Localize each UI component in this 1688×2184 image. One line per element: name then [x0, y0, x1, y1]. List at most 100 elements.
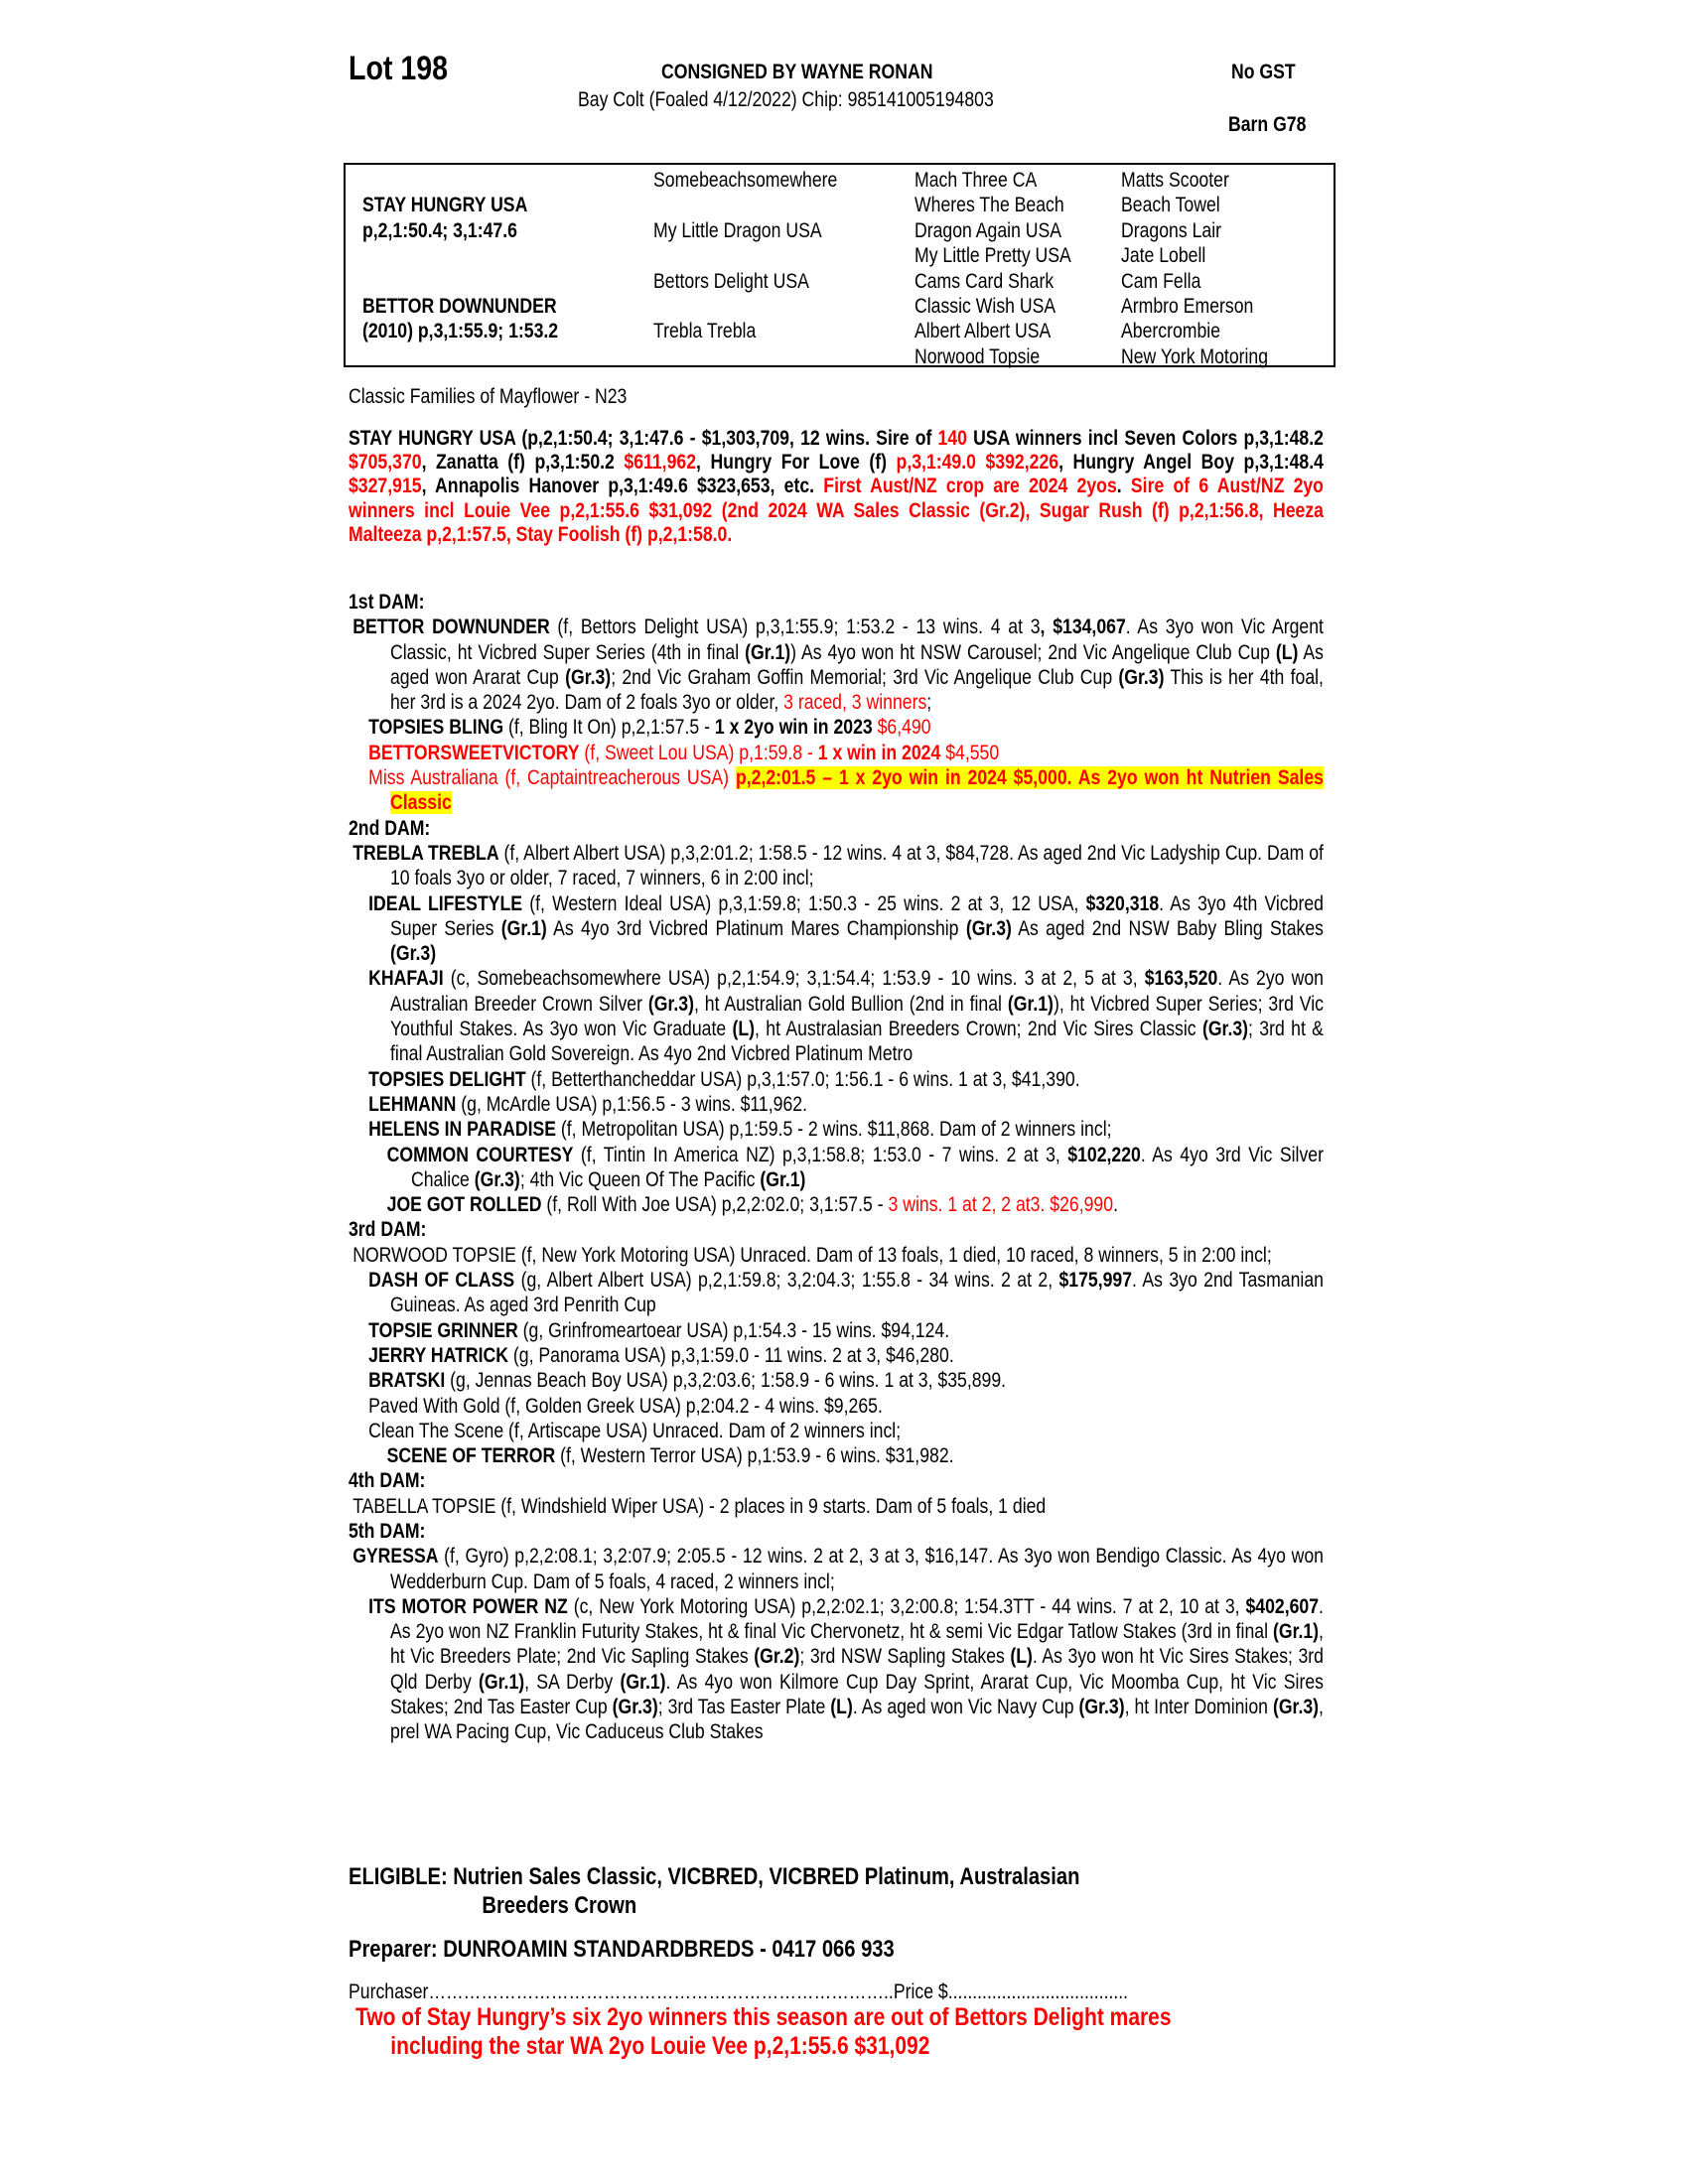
- text-segment: $705,370: [349, 451, 422, 475]
- text-segment: (Gr.3): [1201, 1018, 1249, 1041]
- progeny-entry: JERRY HATRICK (g, Panorama USA) p,3,1:59…: [349, 1343, 1324, 1368]
- text-segment: $320,318: [1085, 891, 1160, 915]
- text-segment: ), ht Vicbred Super Series; 3rd Vic Yout…: [390, 992, 1324, 1041]
- text-segment: (Gr.3): [1078, 1696, 1125, 1719]
- text-segment: . As 4yo 3rd Vic Silver Chalice: [411, 1143, 1324, 1191]
- text-segment: , Hungry Angel Boy p,3,1:48.4: [1058, 451, 1324, 475]
- pedigree-grandparent: Somebeachsomewhere: [653, 169, 838, 192]
- text-segment: (f, Sweet Lou USA) p,1:59.8 -: [579, 741, 818, 764]
- text-segment: (Gr.1): [500, 916, 547, 940]
- text-segment: (L): [830, 1696, 853, 1719]
- text-segment: GYRESSA: [352, 1545, 439, 1569]
- progeny-entry: Clean The Scene (f, Artiscape USA) Unrac…: [349, 1419, 1324, 1443]
- eligibility: ELIGIBLE: Nutrien Sales Classic, VICBRED…: [349, 1862, 1079, 1920]
- pedigree-great-great-grandparent: Armbro Emerson: [1121, 295, 1254, 318]
- text-segment: (f, Western Ideal USA) p,3,1:59.8; 1:50.…: [522, 891, 1086, 915]
- text-segment: , Annapolis Hanover p,3,1:49.6 $323,653,…: [421, 475, 824, 498]
- text-segment: (f, Roll With Joe USA) p,2,2:02.0; 3,1:5…: [541, 1193, 889, 1217]
- text-segment: (g, Panorama USA) p,3,1:59.0 - 11 wins. …: [507, 1343, 954, 1367]
- text-segment: (Gr.1): [620, 1670, 666, 1694]
- text-segment: $175,997: [1058, 1269, 1133, 1293]
- text-segment: (Gr.3): [965, 916, 1012, 940]
- pedigree-grandparent: My Little Dragon USA: [653, 218, 822, 242]
- progeny-entry: IDEAL LIFESTYLE (f, Western Ideal USA) p…: [349, 891, 1324, 967]
- text-segment: This is her 4th foal, her 3rd is a 2024 …: [390, 665, 1324, 715]
- text-segment: (f, Tintin In America NZ) p,3,1:58.8; 1:…: [573, 1143, 1068, 1166]
- pedigree-great-great-grandparent: New York Motoring: [1121, 344, 1269, 368]
- pedigree-great-grandparent: My Little Pretty USA: [914, 244, 1071, 268]
- progeny-entry: Paved With Gold (f, Golden Greek USA) p,…: [349, 1394, 1324, 1419]
- progeny-entry: TABELLA TOPSIE (f, Windshield Wiper USA)…: [349, 1494, 1324, 1519]
- text-segment: As aged 2nd NSW Baby Bling Stakes: [1011, 916, 1324, 940]
- text-segment: (Gr.3): [647, 992, 694, 1016]
- text-segment: , $134,067: [1040, 615, 1126, 639]
- text-segment: (g, Albert Albert USA) p,2,1:59.8; 3,2:0…: [514, 1269, 1059, 1293]
- text-segment: $327,915: [349, 475, 422, 498]
- text-segment: (f, Bling It On) p,2,1:57.5 -: [503, 716, 715, 740]
- text-segment: ; 3rd Tas Easter Plate: [657, 1696, 831, 1719]
- text-segment: ; 2nd Vic Graham Goffin Memorial; 3rd Vi…: [611, 665, 1119, 689]
- dam-heading: 2nd DAM:: [349, 816, 431, 840]
- text-segment: 1 x 2yo win in 2023: [714, 716, 873, 740]
- text-segment: STAY HUNGRY USA (p,2,1:50.4; 3,1:47.6 - …: [349, 427, 938, 450]
- progeny-entry: BETTORSWEETVICTORY (f, Sweet Lou USA) p,…: [349, 741, 1324, 765]
- pedigree-great-grandparent: Dragon Again USA: [914, 218, 1062, 242]
- purchaser-price-line: Purchaser……………………………………………………………………..Pri…: [349, 1980, 1129, 2003]
- text-segment: Sire of 6 Aust/NZ 2yo winners incl Louie…: [349, 475, 1324, 546]
- text-segment: TREBLA TREBLA: [352, 841, 499, 865]
- text-segment: HELENS IN PARADISE: [368, 1118, 557, 1142]
- text-segment: ITS MOTOR POWER NZ: [368, 1594, 568, 1618]
- lot-number: Lot 198: [349, 50, 448, 87]
- text-segment: (f, Gyro) p,2,2:08.1; 3,2:07.9; 2:05.5 -…: [390, 1545, 1324, 1593]
- text-segment: . As 3yo 4th Vicbred Super Series: [390, 891, 1324, 940]
- text-segment: (f, Betterthancheddar USA) p,3,1:57.0; 1…: [525, 1067, 1080, 1091]
- dam-record: (2010) p,3,1:55.9; 1:53.2: [362, 320, 559, 343]
- text-segment: (Gr.3): [565, 665, 612, 689]
- progeny-entry: ITS MOTOR POWER NZ (c, New York Motoring…: [349, 1594, 1324, 1745]
- text-segment: (g, Grinfromeartoear USA) p,1:54.3 - 15 …: [517, 1318, 950, 1342]
- text-segment: $4,550: [940, 741, 1000, 764]
- footer-line: including the star WA 2yo Louie Vee p,2,…: [390, 2032, 930, 2060]
- text-segment: $6,490: [872, 716, 931, 740]
- text-segment: First Aust/NZ crop are 2024 2yos: [823, 475, 1117, 498]
- text-segment: JOE GOT ROLLED: [386, 1193, 542, 1217]
- text-segment: BETTORSWEETVICTORY: [368, 741, 580, 764]
- progeny-entry: LEHMANN (g, McArdle USA) p,1:56.5 - 3 wi…: [349, 1092, 1324, 1117]
- text-segment: (Gr.1): [745, 640, 791, 664]
- text-segment: USA winners incl Seven Colors p,3,1:48.2: [966, 427, 1324, 450]
- text-segment: $402,607: [1245, 1594, 1320, 1618]
- text-segment: JERRY HATRICK: [368, 1343, 508, 1367]
- progeny-entry: NORWOOD TOPSIE (f, New York Motoring USA…: [349, 1243, 1324, 1268]
- pedigree-great-grandparent: Mach Three CA: [914, 169, 1038, 192]
- text-segment: , prel WA Pacing Cup, Vic Caduceus Club …: [390, 1696, 1324, 1744]
- text-segment: .: [1113, 1193, 1118, 1217]
- text-segment: , ht Inter Dominion: [1124, 1696, 1273, 1719]
- text-segment: SCENE OF TERROR: [386, 1444, 556, 1468]
- text-segment: .: [1116, 475, 1131, 498]
- text-segment: IDEAL LIFESTYLE: [368, 891, 523, 915]
- text-segment: KHAFAJI: [368, 967, 444, 991]
- text-segment: . As 3yo 2nd Tasmanian Guineas. As aged …: [390, 1269, 1324, 1317]
- text-segment: ; 3rd NSW Sapling Stakes: [799, 1645, 1011, 1669]
- dam-heading: 1st DAM:: [349, 591, 425, 614]
- pedigree-great-grandparent: Cams Card Shark: [914, 269, 1055, 293]
- text-segment: ; 3rd ht & final Australian Gold Soverei…: [390, 1018, 1324, 1066]
- text-segment: As aged won Ararat Cup: [390, 640, 1324, 689]
- progeny-entry: DASH OF CLASS (g, Albert Albert USA) p,2…: [349, 1268, 1324, 1318]
- consignor: CONSIGNED BY WAYNE RONAN: [661, 61, 933, 83]
- pedigree-great-great-grandparent: Matts Scooter: [1121, 169, 1229, 192]
- text-segment: (Gr.3): [390, 942, 437, 966]
- pedigree-table: STAY HUNGRY USA p,2,1:50.4; 3,1:47.6 BETTO…: [344, 163, 1336, 368]
- text-segment: (Gr.3): [1272, 1696, 1320, 1719]
- text-segment: (Gr.3): [474, 1167, 520, 1191]
- text-segment: Clean The Scene (f, Artiscape USA) Unrac…: [368, 1419, 902, 1442]
- text-segment: (L): [1275, 640, 1299, 664]
- eligibility-line: ELIGIBLE: Nutrien Sales Classic, VICBRED…: [349, 1863, 1080, 1890]
- progeny-entry: JOE GOT ROLLED (f, Roll With Joe USA) p,…: [349, 1192, 1324, 1217]
- progeny-entry: SCENE OF TERROR (f, Western Terror USA) …: [349, 1443, 1324, 1468]
- text-segment: BETTOR DOWNUNDER: [352, 615, 550, 639]
- sire-record: p,2,1:50.4; 3,1:47.6: [362, 218, 517, 242]
- text-segment: LEHMANN: [368, 1092, 457, 1116]
- pedigree-great-grandparent: Classic Wish USA: [914, 295, 1056, 318]
- progeny-entry: TOPSIE GRINNER (g, Grinfromeartoear USA)…: [349, 1318, 1324, 1343]
